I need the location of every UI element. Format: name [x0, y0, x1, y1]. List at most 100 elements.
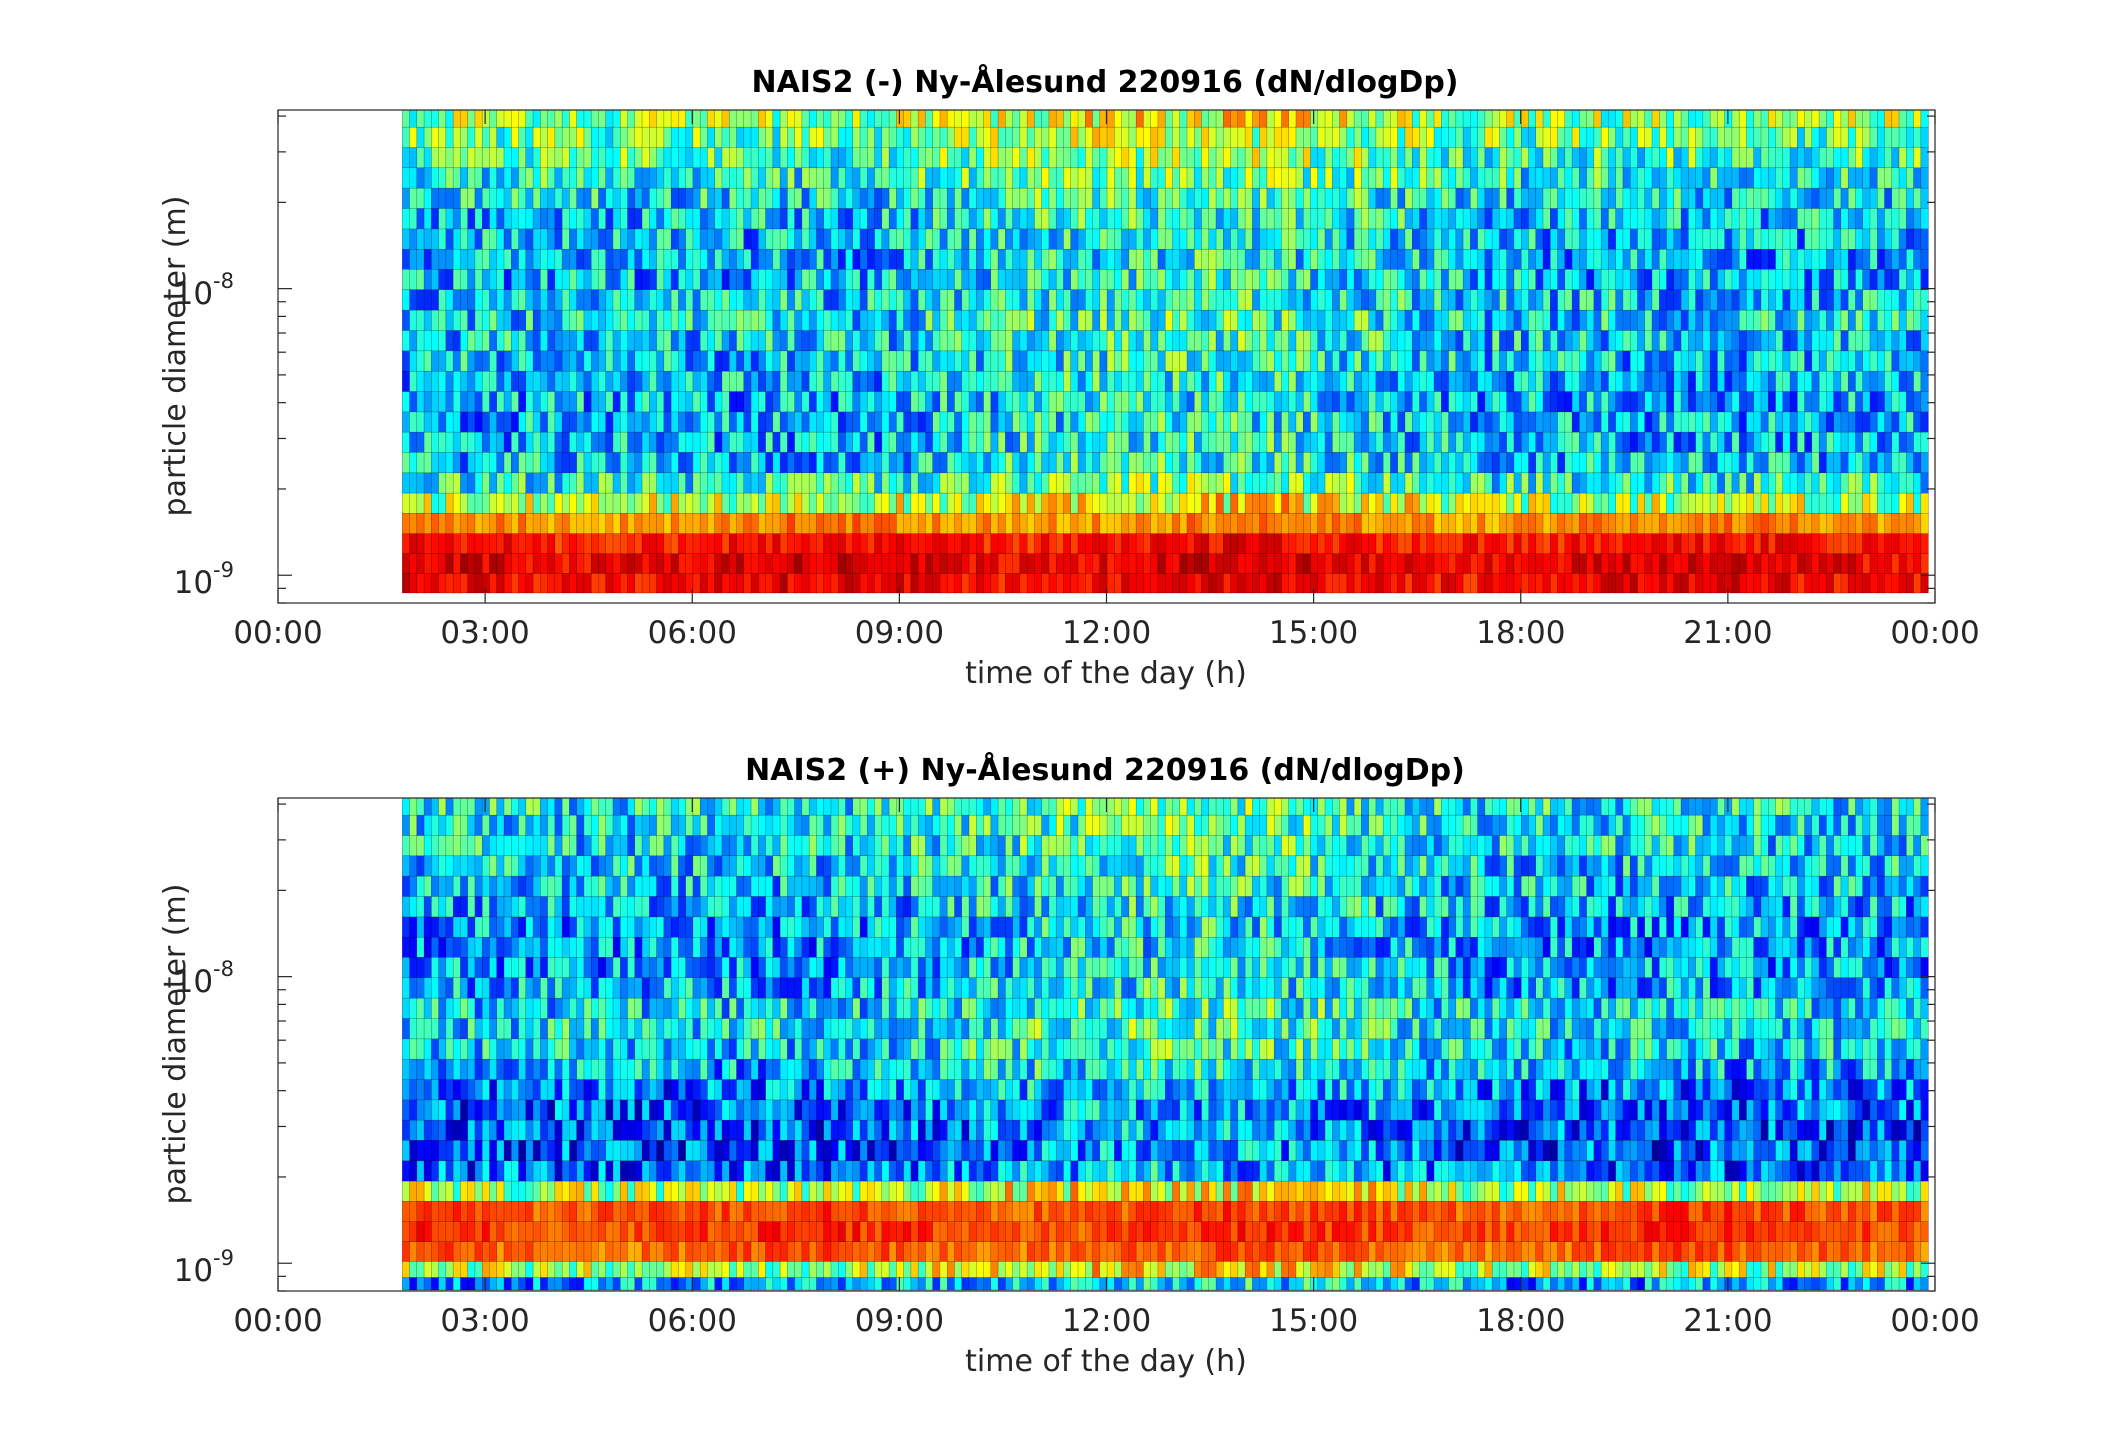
heatmap-cell	[474, 207, 483, 230]
heatmap-cell	[859, 207, 868, 230]
heatmap-cell	[867, 248, 876, 270]
heatmap-cell	[1717, 350, 1726, 372]
heatmap-cell	[1913, 553, 1922, 574]
heatmap-cell	[736, 350, 745, 372]
heatmap-cell	[1695, 533, 1704, 555]
heatmap-cell	[547, 289, 556, 311]
heatmap-cell	[1840, 533, 1849, 555]
heatmap-cell	[423, 109, 432, 128]
heatmap-cell	[1535, 248, 1544, 270]
heatmap-cell	[714, 451, 723, 474]
heatmap-cell	[867, 370, 876, 392]
heatmap-cell	[823, 268, 832, 290]
heatmap-cell	[663, 126, 672, 148]
heatmap-cell	[1026, 390, 1035, 413]
heatmap-cell	[1753, 248, 1762, 270]
heatmap-cell	[1557, 167, 1566, 189]
heatmap-cell	[605, 492, 614, 514]
heatmap-cell	[460, 390, 469, 413]
heatmap-cell	[1099, 167, 1108, 189]
heatmap-cell	[1215, 268, 1224, 290]
heatmap-cell	[1390, 350, 1399, 372]
heatmap-cell	[1644, 167, 1653, 189]
heatmap-cell	[1804, 370, 1813, 392]
heatmap-cell	[634, 472, 643, 494]
heatmap-cell	[1491, 228, 1500, 250]
heatmap-cell	[1368, 207, 1377, 230]
heatmap-cell	[641, 329, 650, 352]
heatmap-cell	[1811, 390, 1820, 413]
heatmap-cell	[1579, 187, 1588, 209]
heatmap-cell	[1085, 248, 1094, 270]
heatmap-cell	[910, 146, 919, 169]
heatmap-cell	[1499, 126, 1508, 148]
heatmap-cell	[728, 248, 738, 270]
heatmap-cell	[1571, 492, 1580, 514]
heatmap-cell	[1680, 228, 1689, 250]
heatmap-cell	[1550, 411, 1559, 433]
heatmap-cell	[1281, 553, 1290, 574]
heatmap-cell	[1448, 109, 1457, 128]
heatmap-cell	[503, 248, 512, 270]
heatmap-cell	[1666, 411, 1675, 433]
heatmap-cell	[1302, 207, 1312, 230]
heatmap-cell	[779, 370, 788, 392]
heatmap-cell	[547, 472, 556, 494]
heatmap-cell	[1855, 533, 1864, 555]
heatmap-cell	[881, 146, 890, 169]
heatmap-cell	[1528, 228, 1537, 250]
heatmap-cell	[1869, 451, 1878, 474]
heatmap-cell	[954, 492, 963, 514]
heatmap-cell	[707, 350, 716, 372]
heatmap-cell	[1680, 109, 1689, 128]
heatmap-cell	[903, 268, 912, 290]
heatmap-cell	[845, 350, 854, 372]
heatmap-cell	[605, 411, 614, 433]
heatmap-cell	[925, 248, 934, 270]
heatmap-cell	[569, 329, 578, 352]
heatmap-cell	[670, 109, 679, 128]
heatmap-cell	[481, 167, 491, 189]
heatmap-cell	[1644, 431, 1653, 453]
heatmap-cell	[1629, 512, 1639, 534]
heatmap-cell	[561, 309, 570, 331]
heatmap-cell	[1637, 451, 1646, 474]
heatmap-cell	[656, 228, 665, 250]
heatmap-cell	[1092, 533, 1101, 555]
heatmap-cell	[1564, 167, 1573, 189]
heatmap-cell	[1397, 309, 1406, 331]
heatmap-cell	[983, 289, 992, 311]
heatmap-cell	[1223, 533, 1232, 555]
heatmap-cell	[402, 329, 411, 352]
heatmap-cell	[1797, 309, 1806, 331]
heatmap-cell	[1847, 289, 1856, 311]
heatmap-cell	[1484, 553, 1493, 574]
heatmap-cell	[1629, 167, 1639, 189]
heatmap-cell	[1077, 109, 1086, 128]
heatmap-cell	[1215, 126, 1224, 148]
heatmap-cell	[1898, 472, 1907, 494]
heatmap-cell	[1433, 268, 1442, 290]
heatmap-cell	[1651, 472, 1660, 494]
heatmap-cell	[1150, 411, 1159, 433]
heatmap-cell	[1520, 146, 1530, 169]
heatmap-cell	[1826, 411, 1835, 433]
heatmap-cell	[663, 329, 672, 352]
heatmap-cell	[1840, 370, 1849, 392]
heatmap-cell	[983, 228, 992, 250]
heatmap-cell	[1542, 533, 1551, 555]
heatmap-cell	[1746, 248, 1755, 270]
heatmap-cell	[932, 451, 941, 474]
heatmap-cell	[1746, 289, 1755, 311]
heatmap-cell	[954, 228, 963, 250]
heatmap-cell	[881, 207, 890, 230]
heatmap-cell	[1317, 431, 1326, 453]
heatmap-cell	[1789, 390, 1798, 413]
heatmap-cell	[1876, 572, 1886, 594]
heatmap-cell	[1332, 533, 1341, 555]
heatmap-cell	[699, 572, 708, 594]
heatmap-cell	[1876, 309, 1886, 331]
heatmap-cell	[1862, 472, 1871, 494]
heatmap-cell	[961, 411, 970, 433]
heatmap-cell	[1223, 370, 1232, 392]
